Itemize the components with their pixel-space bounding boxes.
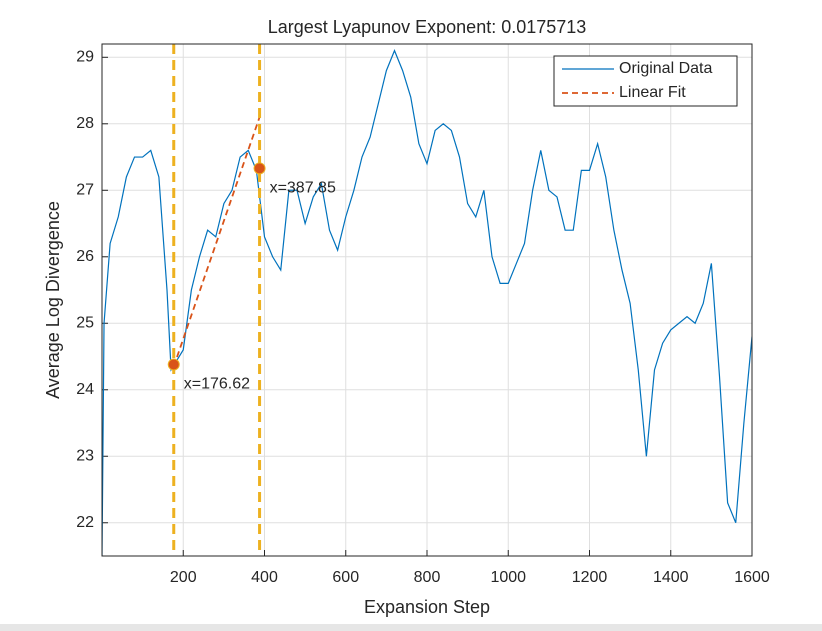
marker bbox=[253, 162, 266, 175]
legend-box bbox=[553, 55, 738, 107]
x-tick-label: 800 bbox=[414, 569, 441, 586]
legend-label: Linear Fit bbox=[619, 84, 686, 101]
y-tick-label: 26 bbox=[76, 248, 94, 265]
axes-box bbox=[101, 43, 753, 557]
annotation: x=387.85 bbox=[270, 180, 336, 197]
x-tick-label: 1600 bbox=[734, 569, 770, 586]
marker bbox=[167, 358, 180, 371]
series-line bbox=[172, 116, 261, 367]
window-edge bbox=[0, 624, 822, 631]
x-tick-label: 600 bbox=[332, 569, 359, 586]
y-tick-label: 28 bbox=[76, 115, 94, 132]
x-axis-label: Expansion Step bbox=[364, 597, 490, 617]
x-tick-label: 1200 bbox=[572, 569, 608, 586]
y-axis-label: Average Log Divergence bbox=[43, 201, 63, 399]
y-tick-label: 29 bbox=[76, 49, 94, 66]
annotation: x=176.62 bbox=[184, 376, 250, 393]
y-tick-label: 22 bbox=[76, 514, 94, 531]
y-tick-label: 25 bbox=[76, 314, 94, 331]
y-tick-label: 27 bbox=[76, 182, 94, 199]
legend-label: Original Data bbox=[619, 60, 712, 77]
y-tick-label: 24 bbox=[76, 381, 94, 398]
series-line bbox=[102, 49, 752, 556]
x-tick-label: 1000 bbox=[490, 569, 526, 586]
x-tick-label: 1400 bbox=[653, 569, 689, 586]
x-tick-label: 400 bbox=[251, 569, 278, 586]
chart-title: Largest Lyapunov Exponent: 0.0175713 bbox=[268, 17, 587, 37]
x-tick-label: 200 bbox=[170, 569, 197, 586]
y-tick-label: 23 bbox=[76, 447, 94, 464]
